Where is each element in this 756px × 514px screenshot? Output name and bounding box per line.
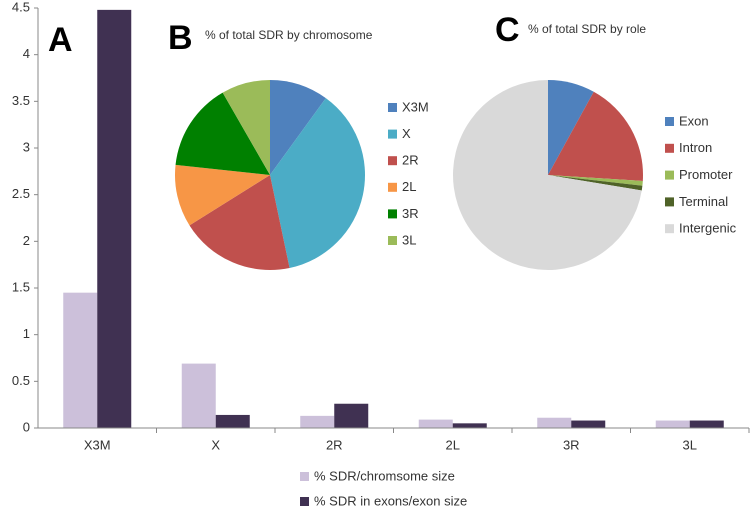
bar [655, 420, 690, 428]
pie-slice [189, 175, 290, 270]
legend-label: 3L [402, 232, 416, 247]
legend-label: X [402, 126, 411, 141]
panel-label: A [48, 21, 73, 59]
pie-slice [548, 80, 594, 175]
legend-label: Promoter [679, 167, 733, 182]
legend-label: X3M [402, 99, 429, 114]
x-tick-label: X3M [84, 437, 111, 452]
x-tick-label: 2L [446, 437, 460, 452]
legend-swatch [665, 197, 674, 207]
bar [452, 423, 487, 428]
legend-swatch [388, 156, 397, 166]
x-tick-label: 3L [683, 437, 697, 452]
y-tick-label: 0.5 [12, 373, 30, 388]
bar [334, 403, 369, 428]
x-tick-label: X [211, 437, 220, 452]
legend-label: % SDR in exons/exon size [314, 493, 467, 508]
legend-label: % SDR/chromsome size [314, 468, 455, 483]
legend-swatch [388, 236, 397, 245]
legend-swatch [665, 170, 674, 180]
chart-title: % of total SDR by chromosome [205, 28, 373, 42]
legend-swatch [300, 497, 309, 506]
y-tick-label: 3.5 [12, 93, 30, 108]
pie-slice [175, 92, 270, 175]
y-tick-label: 2.5 [12, 186, 30, 201]
y-tick-label: 4.5 [12, 0, 30, 14]
bar [63, 292, 98, 428]
legend-swatch [388, 103, 397, 112]
pie-slice [453, 80, 642, 270]
panel-label: B [168, 19, 193, 57]
x-tick-label: 3R [563, 437, 580, 452]
pie-slice [270, 80, 326, 175]
bar [571, 420, 606, 428]
legend-label: Terminal [679, 194, 728, 209]
bar [181, 363, 216, 428]
y-tick-label: 4 [23, 46, 30, 61]
y-tick-label: 2 [23, 233, 30, 248]
y-tick-label: 3 [23, 139, 30, 154]
y-tick-label: 1 [23, 326, 30, 341]
legend-swatch [388, 129, 397, 139]
pie-slice [548, 91, 643, 181]
bar [97, 9, 132, 428]
pie-slice [270, 98, 365, 268]
bar [215, 414, 250, 428]
legend-swatch [665, 224, 674, 234]
pie-slice [175, 164, 270, 226]
x-tick-label: 2R [326, 437, 343, 452]
pie-slice [548, 175, 643, 186]
y-tick-label: 0 [23, 419, 30, 434]
bar [418, 419, 453, 428]
chart-title: % of total SDR by role [528, 22, 646, 36]
legend-label: Intergenic [679, 221, 737, 236]
legend-swatch [665, 117, 674, 126]
pie-slice [222, 80, 270, 175]
legend-swatch [665, 143, 674, 153]
panel-label: C [495, 11, 520, 49]
legend-swatch [300, 472, 309, 481]
legend-label: Exon [679, 113, 709, 128]
pie-slice [548, 175, 643, 191]
legend-label: 2L [402, 179, 416, 194]
legend-swatch [388, 182, 397, 192]
bar [537, 417, 572, 428]
bar [689, 420, 724, 428]
bar [300, 415, 335, 428]
legend-label: Intron [679, 140, 712, 155]
legend-label: 3R [402, 206, 419, 221]
legend-label: 2R [402, 153, 419, 168]
y-tick-label: 1.5 [12, 279, 30, 294]
legend-swatch [388, 209, 397, 219]
